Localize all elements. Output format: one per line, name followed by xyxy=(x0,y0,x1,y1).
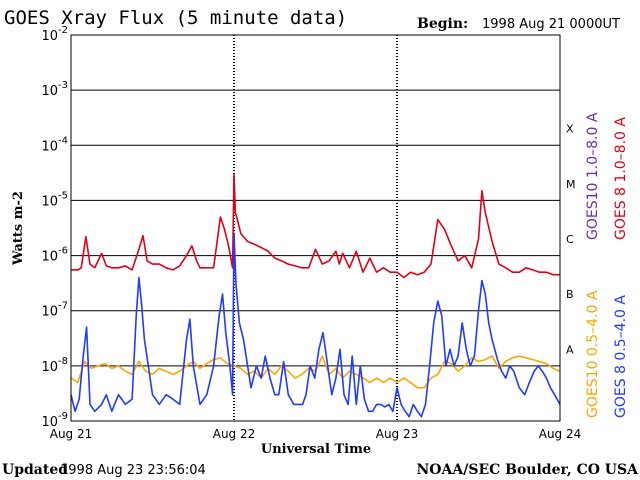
y-tick-exponent: -7 xyxy=(58,301,68,312)
y-tick-label: 10-6 xyxy=(41,246,68,265)
y-tick-label: 10-3 xyxy=(41,80,68,99)
y-tick-exponent: -6 xyxy=(58,246,68,257)
legend-goes10-long: GOES10 1.0–8.0 A xyxy=(585,112,601,240)
legend-goes8-long: GOES 8 1.0–8.0 A xyxy=(613,117,629,240)
legend-goes10-short: GOES10 0.5–4.0 A xyxy=(585,290,601,418)
y-tick-base: 10 xyxy=(41,360,58,375)
flare-class-label: X xyxy=(566,123,574,136)
x-tick-label: Aug 21 xyxy=(50,427,93,441)
y-tick-exponent: -5 xyxy=(58,190,68,201)
grid-layer xyxy=(71,34,560,422)
y-tick-base: 10 xyxy=(41,194,58,209)
y-tick-exponent: -2 xyxy=(58,25,68,36)
y-tick-base: 10 xyxy=(41,139,58,154)
plot-frame xyxy=(70,34,561,422)
y-tick-label: 10-8 xyxy=(41,356,68,375)
y-tick-label: 10-7 xyxy=(41,301,68,320)
y-tick-exponent: -4 xyxy=(58,135,68,146)
updated-value: 1998 Aug 23 23:56:04 xyxy=(60,463,206,478)
series-line xyxy=(70,232,561,418)
y-tick-base: 10 xyxy=(41,84,58,99)
y-tick-base: 10 xyxy=(41,29,58,44)
y-tick-exponent: -9 xyxy=(58,411,68,422)
begin-label: Begin: xyxy=(417,16,468,32)
y-tick-label: 10-2 xyxy=(41,25,68,44)
y-tick-base: 10 xyxy=(41,415,58,430)
flare-class-label: M xyxy=(566,178,576,191)
y-tick-label: 10-9 xyxy=(41,411,68,430)
updated-label: Updated xyxy=(2,462,68,478)
flare-class-label: A xyxy=(566,343,574,356)
y-tick-label: 10-4 xyxy=(41,135,68,154)
x-tick-label: Aug 22 xyxy=(213,427,256,441)
y-tick-base: 10 xyxy=(41,305,58,320)
y-tick-label: 10-5 xyxy=(41,190,68,209)
chart-title: GOES Xray Flux (5 minute data) xyxy=(4,7,347,29)
x-tick-label: Aug 23 xyxy=(376,427,419,441)
y-tick-exponent: -8 xyxy=(58,356,68,367)
flare-class-label: B xyxy=(566,288,574,301)
x-tick-label: Aug 24 xyxy=(539,427,582,441)
credit-text: NOAA/SEC Boulder, CO USA xyxy=(417,462,640,478)
flare-class-label: C xyxy=(566,233,574,246)
x-axis-label: Universal Time xyxy=(261,442,371,457)
series-line xyxy=(71,173,560,279)
begin-value: 1998 Aug 21 0000UT xyxy=(482,17,620,32)
series-layer xyxy=(70,173,561,418)
y-tick-exponent: -3 xyxy=(58,80,68,91)
legend-goes8-short: GOES 8 0.5–4.0 A xyxy=(613,295,629,418)
y-axis-label: Watts m-2 xyxy=(11,191,26,266)
y-tick-base: 10 xyxy=(41,250,58,265)
